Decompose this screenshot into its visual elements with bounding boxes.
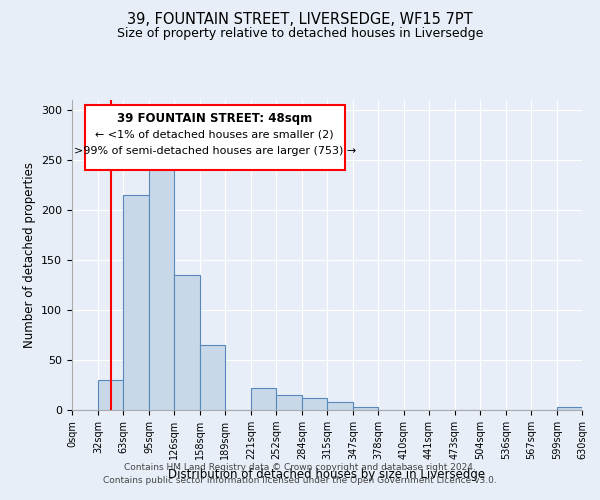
Bar bbox=[149, 165, 174, 410]
Bar bbox=[174, 275, 200, 410]
Bar bbox=[276, 395, 302, 410]
Bar bbox=[200, 345, 225, 410]
Text: >99% of semi-detached houses are larger (753) →: >99% of semi-detached houses are larger … bbox=[74, 146, 356, 156]
Text: Contains public sector information licensed under the Open Government Licence v3: Contains public sector information licen… bbox=[103, 476, 497, 485]
X-axis label: Distribution of detached houses by size in Liversedge: Distribution of detached houses by size … bbox=[169, 468, 485, 480]
Text: 39 FOUNTAIN STREET: 48sqm: 39 FOUNTAIN STREET: 48sqm bbox=[117, 112, 313, 126]
Text: Size of property relative to detached houses in Liversedge: Size of property relative to detached ho… bbox=[117, 28, 483, 40]
Bar bbox=[98, 380, 123, 410]
Bar bbox=[557, 407, 582, 410]
Bar bbox=[302, 398, 327, 410]
Text: Contains HM Land Registry data © Crown copyright and database right 2024.: Contains HM Land Registry data © Crown c… bbox=[124, 462, 476, 471]
Bar bbox=[353, 407, 378, 410]
FancyBboxPatch shape bbox=[85, 104, 345, 170]
Bar bbox=[251, 388, 276, 410]
Y-axis label: Number of detached properties: Number of detached properties bbox=[23, 162, 35, 348]
Bar bbox=[123, 195, 149, 410]
Text: 39, FOUNTAIN STREET, LIVERSEDGE, WF15 7PT: 39, FOUNTAIN STREET, LIVERSEDGE, WF15 7P… bbox=[127, 12, 473, 28]
Text: ← <1% of detached houses are smaller (2): ← <1% of detached houses are smaller (2) bbox=[95, 130, 334, 140]
Bar bbox=[327, 402, 353, 410]
